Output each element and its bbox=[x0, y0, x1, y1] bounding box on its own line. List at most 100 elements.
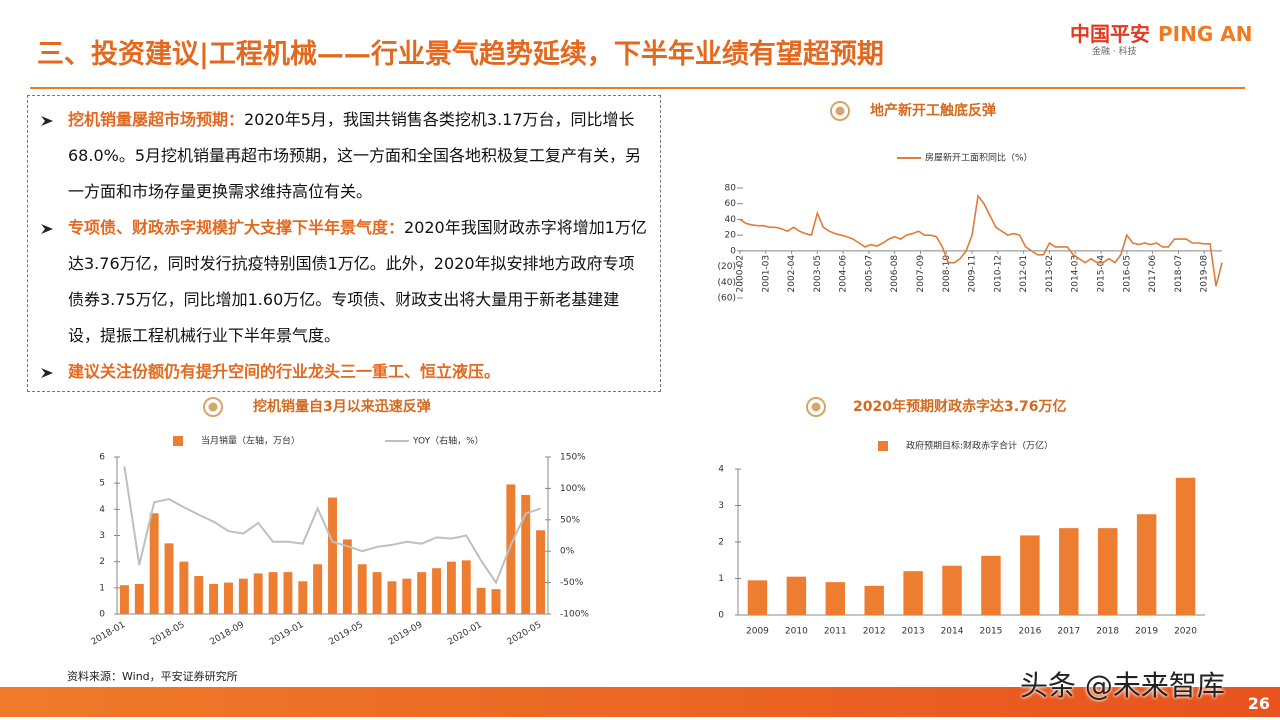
y-tick-label: 2 bbox=[99, 557, 105, 567]
bar bbox=[268, 572, 278, 614]
bar bbox=[328, 497, 337, 614]
bar bbox=[209, 583, 219, 614]
bullet-lead: 挖机销量屡超市场预期： bbox=[68, 110, 245, 129]
y-tick-label: 1 bbox=[718, 574, 724, 584]
bullet: 挖机销量屡超市场预期：2020年5月，我国共销售各类挖机3.17万台，同比增长6… bbox=[38, 102, 650, 210]
bar bbox=[283, 572, 293, 614]
logo: 中国平安 PING AN bbox=[1070, 18, 1252, 47]
y-tick-label: 80 bbox=[725, 184, 737, 194]
footer-bar bbox=[0, 687, 1280, 717]
x-tick-label: 2020 bbox=[1174, 627, 1197, 637]
bar bbox=[357, 564, 367, 614]
legend-label: YOY（右轴，%） bbox=[412, 435, 484, 447]
y-tick-label: -100% bbox=[560, 610, 589, 620]
y-tick-label: 0% bbox=[560, 547, 575, 557]
x-tick-label: 2013 bbox=[902, 627, 925, 637]
bullet-arrow bbox=[41, 116, 53, 126]
x-tick-label: 2009 bbox=[746, 627, 769, 637]
y-tick-label: 6 bbox=[99, 453, 105, 463]
bar bbox=[1059, 528, 1079, 615]
bar bbox=[903, 571, 923, 615]
bar bbox=[402, 578, 412, 614]
icons bbox=[203, 101, 850, 417]
bar bbox=[417, 572, 427, 614]
y-tick-label: 0 bbox=[99, 610, 105, 620]
bullet: 专项债、财政赤字规模扩大支撑下半年景气度：2020年我国财政赤字将增加1万亿达3… bbox=[38, 210, 650, 354]
x-tick-label: 2020-05 bbox=[506, 620, 544, 647]
bar bbox=[506, 484, 516, 614]
x-tick-label: 2003-05 bbox=[813, 255, 823, 293]
header-rule bbox=[30, 87, 1245, 89]
y-tick-label: 3 bbox=[718, 501, 724, 511]
x-tick-label: 2007-09 bbox=[916, 255, 926, 293]
y-tick-label: 50% bbox=[560, 515, 580, 525]
bar bbox=[194, 576, 204, 614]
x-tick-label: 2000-02 bbox=[736, 255, 746, 293]
bar bbox=[372, 572, 382, 614]
x-tick-label: 2014 bbox=[941, 627, 964, 637]
y-tick-label: 20 bbox=[725, 231, 737, 241]
bar bbox=[521, 494, 531, 614]
slide-title: 三、投资建议|工程机械——行业景气趋势延续，下半年业绩有望超预期 bbox=[37, 39, 884, 70]
x-tick-label: 2018 bbox=[1096, 627, 1119, 637]
y-tick-label: 3 bbox=[99, 531, 105, 541]
bullet-arrow bbox=[41, 368, 53, 378]
x-tick-label: 2019 bbox=[1135, 627, 1158, 637]
watermark: 头条 @未来智库 bbox=[1020, 669, 1225, 702]
y-tick-label: 60 bbox=[725, 199, 737, 209]
y-tick-label: 5 bbox=[99, 479, 105, 489]
x-tick-label: 2001-03 bbox=[761, 255, 771, 293]
bar bbox=[119, 585, 129, 614]
bar bbox=[149, 513, 159, 614]
bar bbox=[476, 587, 486, 614]
x-tick-label: 2016-05 bbox=[1122, 255, 1132, 293]
bar bbox=[387, 581, 397, 614]
logo-en: PING AN bbox=[1158, 22, 1253, 46]
x-tick-label: 2018-09 bbox=[209, 620, 247, 648]
bar bbox=[1175, 477, 1196, 615]
x-tick-label: 2016 bbox=[1018, 627, 1041, 637]
bar bbox=[1097, 528, 1118, 615]
x-tick-label: 2018-05 bbox=[149, 620, 187, 647]
chart-title: 地产新开工触底反弹 bbox=[870, 102, 996, 119]
bar bbox=[825, 582, 846, 615]
legend-swatch bbox=[173, 436, 183, 446]
bar bbox=[461, 560, 471, 614]
legend-label: 当月销量（左轴，万台） bbox=[201, 435, 300, 447]
x-tick-label: 2011 bbox=[824, 627, 847, 637]
x-tick-label: 2004-06 bbox=[839, 255, 849, 293]
x-tick-label: 2019-08 bbox=[1200, 255, 1210, 293]
bar bbox=[134, 583, 144, 614]
bar bbox=[491, 589, 501, 614]
bar bbox=[238, 578, 248, 614]
x-tick-label: 2009-11 bbox=[968, 255, 978, 293]
bar bbox=[536, 530, 546, 614]
legend-label: 房屋新开工面积同比（%） bbox=[925, 152, 1033, 164]
x-tick-label: 2017-06 bbox=[1148, 255, 1158, 293]
line bbox=[123, 466, 541, 585]
y-tick-label: 150% bbox=[560, 453, 586, 463]
y-tick-label: -50% bbox=[560, 578, 584, 588]
x-tick-label: 2010 bbox=[785, 627, 808, 637]
bar bbox=[298, 581, 308, 614]
line bbox=[739, 193, 1223, 287]
logo-cn: 中国平安 bbox=[1070, 22, 1150, 46]
y-tick-label: 1 bbox=[99, 583, 105, 593]
x-tick-label: 2010-12 bbox=[993, 255, 1003, 293]
x-tick-label: 2015-04 bbox=[1097, 255, 1107, 293]
x-tick-label: 2015 bbox=[980, 627, 1003, 637]
source: 资料来源：Wind，平安证券研究所 bbox=[67, 670, 238, 683]
chart-title: 2020年预期财政赤字达3.76万亿 bbox=[853, 398, 1067, 415]
legend-label: 政府预期目标:财政赤字合计（万亿） bbox=[906, 440, 1053, 452]
bullet-body: 2020年5月，我国共销售各类挖机3.17万台，同比增长68.0%。5月挖机销量… bbox=[68, 110, 642, 201]
bar bbox=[1136, 514, 1157, 615]
x-tick-label: 2017 bbox=[1057, 627, 1080, 637]
bar bbox=[981, 555, 1001, 615]
y-tick-label: 4 bbox=[99, 505, 105, 515]
bar bbox=[432, 568, 441, 614]
y-tick-label: 0 bbox=[718, 611, 724, 621]
x-tick-label: 2013-02 bbox=[1045, 255, 1055, 293]
bar bbox=[179, 561, 189, 614]
